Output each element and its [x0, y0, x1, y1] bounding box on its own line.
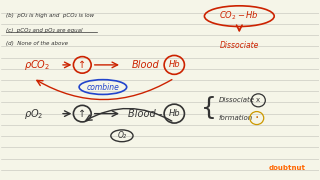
Text: $CO_2 - Hb$: $CO_2 - Hb$ [219, 10, 259, 22]
Text: x: x [256, 97, 260, 103]
Text: Hb: Hb [168, 60, 180, 69]
Text: formation: formation [219, 115, 253, 121]
Text: combine: combine [86, 83, 119, 92]
Text: $\rho O_2$: $\rho O_2$ [24, 107, 43, 121]
Text: ·: · [255, 111, 259, 125]
Text: Blood -: Blood - [128, 109, 163, 119]
Text: Blood: Blood [132, 60, 159, 70]
Text: $\rho CO_2$: $\rho CO_2$ [24, 58, 50, 72]
Text: Hb: Hb [168, 109, 180, 118]
Text: ↑: ↑ [78, 60, 86, 70]
Text: O₂: O₂ [117, 131, 126, 140]
Text: (c)  pCO₂ and pO₂ are equal: (c) pCO₂ and pO₂ are equal [6, 28, 83, 33]
Text: Dissociate: Dissociate [219, 97, 255, 103]
Text: ↑: ↑ [78, 109, 86, 119]
Text: (b)  pO₂ is high and  pCO₂ is low: (b) pO₂ is high and pCO₂ is low [6, 13, 94, 18]
Text: {: { [201, 96, 217, 120]
Text: doubtnut: doubtnut [269, 165, 306, 171]
Text: (d)  None of the above: (d) None of the above [6, 41, 68, 46]
Text: Dissociate: Dissociate [220, 41, 259, 50]
